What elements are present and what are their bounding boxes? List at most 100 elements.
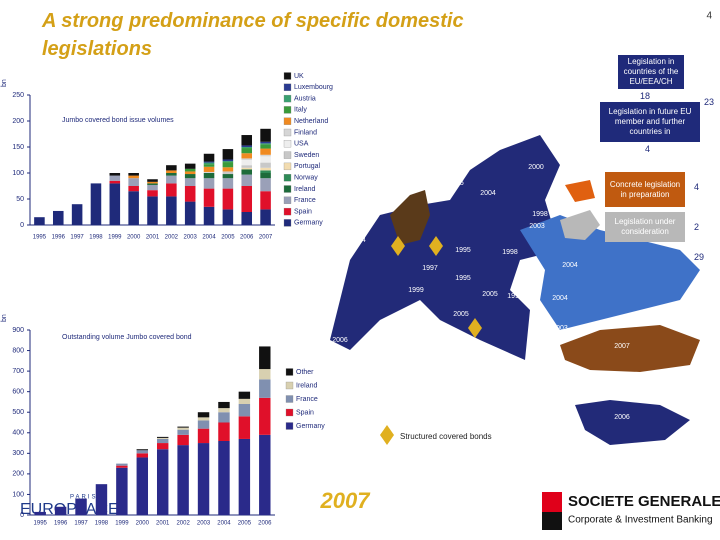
bar-segment (128, 173, 139, 176)
bar-segment (241, 135, 253, 146)
bar-segment (222, 149, 234, 160)
x-tick-label: 1999 (115, 521, 129, 527)
x-tick-label: 1998 (89, 235, 103, 241)
map-year: 1998 (532, 211, 548, 218)
bar-segment (177, 434, 189, 446)
x-tick-label: 2007 (259, 235, 273, 241)
legend-swatch (283, 106, 292, 114)
bar-segment (218, 412, 230, 423)
legend-label: Ireland (296, 382, 318, 389)
bar-segment (222, 167, 234, 172)
y-tick-label: 500 (12, 409, 24, 416)
bank-logo-red (542, 492, 562, 512)
legend-count: 2 (694, 222, 700, 232)
bar-segment (116, 465, 128, 468)
bar-segment (260, 191, 271, 210)
bar-segment (260, 148, 271, 155)
map-grey (560, 210, 600, 240)
y-tick-label: 0 (20, 512, 24, 519)
x-tick-label: 1996 (52, 235, 66, 241)
chart-title: Jumbo covered bond issue volumes (62, 117, 174, 124)
x-tick-label: 1995 (33, 235, 47, 241)
legend-swatch (285, 395, 294, 403)
map-year: 1995 (455, 275, 471, 282)
map-year: 1998 (502, 249, 518, 256)
map-year: 2004 (552, 295, 568, 302)
bar-segment (147, 184, 158, 191)
bar-segment (184, 178, 196, 186)
bar-segment (184, 171, 196, 175)
bar-segment (147, 190, 158, 197)
bar-segment (260, 144, 271, 149)
bar-segment (203, 162, 215, 165)
x-tick-label: 2000 (136, 521, 150, 527)
bar-segment (203, 178, 215, 189)
bar-segment (238, 404, 251, 417)
bar-segment (184, 174, 196, 179)
legend-swatch (283, 162, 292, 171)
legend-swatch (283, 128, 292, 137)
map-uk (390, 190, 430, 245)
bar-segment (116, 467, 128, 515)
bar-segment (184, 168, 196, 172)
map-year: 1997 (422, 265, 438, 272)
legend-count: 4 (645, 144, 651, 154)
legend-label: USA (294, 141, 309, 148)
y-tick-label: 0 (20, 222, 24, 229)
bar-segment (95, 484, 108, 515)
y-tick-label: 400 (12, 430, 24, 437)
bar-segment (241, 148, 253, 154)
bar-segment (222, 171, 234, 175)
bar-segment (238, 416, 251, 439)
legend-label: Spain (296, 409, 314, 416)
bar-segment (259, 346, 271, 370)
bar-segment (203, 161, 215, 163)
map-year: 2003 (552, 325, 568, 332)
bar-segment (128, 175, 139, 179)
bar-segment (260, 154, 271, 157)
map-year: 2004 (480, 190, 496, 197)
x-tick-label: 2004 (202, 235, 216, 241)
bar-segment (241, 165, 253, 168)
legend-count: 4 (694, 182, 700, 192)
y-tick-label: 200 (12, 471, 24, 478)
bar-segment (184, 186, 196, 202)
bar-segment (203, 166, 215, 172)
bar-segment (197, 417, 210, 421)
map: Structured covered bonds (330, 135, 700, 445)
bar-segment (222, 188, 234, 210)
map-year: 1995 (455, 247, 471, 254)
y-axis-label: bn (1, 79, 8, 87)
x-tick-label: 2006 (258, 521, 272, 527)
legend-box: Legislation in future EU member and furt… (600, 102, 700, 142)
legend-box: Legislation under consideration (605, 212, 685, 242)
x-tick-label: 2001 (156, 521, 170, 527)
bar-segment (128, 191, 139, 225)
legend-label: France (294, 197, 316, 204)
bar-segment (136, 457, 149, 515)
bar-segment (259, 397, 271, 435)
map-year: 2004 (350, 237, 366, 244)
bar-segment (177, 427, 189, 430)
y-tick-label: 700 (12, 368, 24, 375)
page-number: 4 (706, 11, 712, 22)
bar-segment (166, 175, 177, 184)
y-tick-label: 200 (12, 118, 24, 125)
map-note: Structured covered bonds (400, 432, 492, 441)
bar-segment (260, 141, 271, 144)
map-year: 1997 (507, 293, 523, 300)
bar-segment (222, 159, 234, 162)
bar-segment (54, 506, 67, 515)
map-russia (565, 180, 595, 202)
structured-marker (391, 236, 405, 256)
bar-segment (259, 369, 271, 380)
bar-segment (238, 391, 251, 399)
bar-segment (166, 183, 177, 197)
bar-segment (136, 450, 149, 454)
grand-total: 29 (694, 252, 705, 262)
legend-count: 18 (640, 91, 651, 101)
legend-label: Spain (294, 208, 312, 215)
bar-segment (222, 161, 234, 163)
legend-label: Other (296, 369, 314, 376)
